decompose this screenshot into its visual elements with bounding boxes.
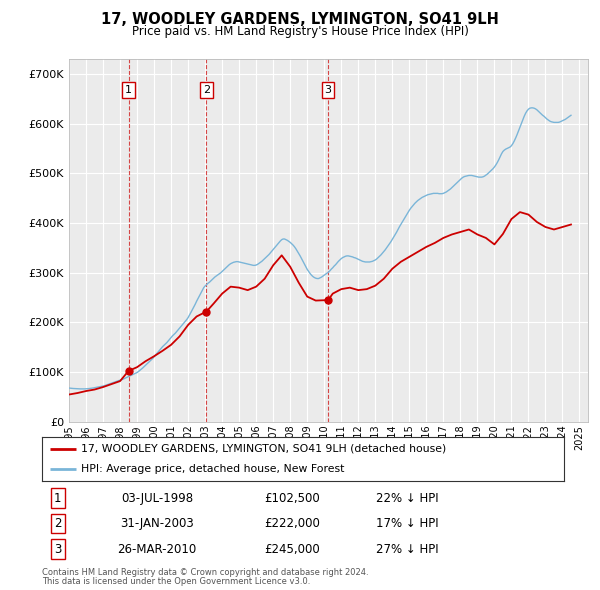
Text: 17, WOODLEY GARDENS, LYMINGTON, SO41 9LH: 17, WOODLEY GARDENS, LYMINGTON, SO41 9LH [101, 12, 499, 27]
Text: 2: 2 [203, 85, 210, 95]
Text: 27% ↓ HPI: 27% ↓ HPI [376, 543, 439, 556]
Text: HPI: Average price, detached house, New Forest: HPI: Average price, detached house, New … [81, 464, 344, 474]
Text: 03-JUL-1998: 03-JUL-1998 [121, 491, 193, 504]
Text: £222,000: £222,000 [265, 517, 320, 530]
Text: 22% ↓ HPI: 22% ↓ HPI [376, 491, 439, 504]
Text: £102,500: £102,500 [265, 491, 320, 504]
Text: 3: 3 [325, 85, 332, 95]
Text: 26-MAR-2010: 26-MAR-2010 [117, 543, 196, 556]
Text: This data is licensed under the Open Government Licence v3.0.: This data is licensed under the Open Gov… [42, 577, 310, 586]
Text: 17, WOODLEY GARDENS, LYMINGTON, SO41 9LH (detached house): 17, WOODLEY GARDENS, LYMINGTON, SO41 9LH… [81, 444, 446, 454]
Text: Price paid vs. HM Land Registry's House Price Index (HPI): Price paid vs. HM Land Registry's House … [131, 25, 469, 38]
Text: Contains HM Land Registry data © Crown copyright and database right 2024.: Contains HM Land Registry data © Crown c… [42, 568, 368, 576]
Text: 1: 1 [54, 491, 61, 504]
Text: 31-JAN-2003: 31-JAN-2003 [120, 517, 194, 530]
Text: 2: 2 [54, 517, 61, 530]
Text: 3: 3 [54, 543, 61, 556]
Text: 17% ↓ HPI: 17% ↓ HPI [376, 517, 439, 530]
Text: £245,000: £245,000 [265, 543, 320, 556]
Text: 1: 1 [125, 85, 132, 95]
